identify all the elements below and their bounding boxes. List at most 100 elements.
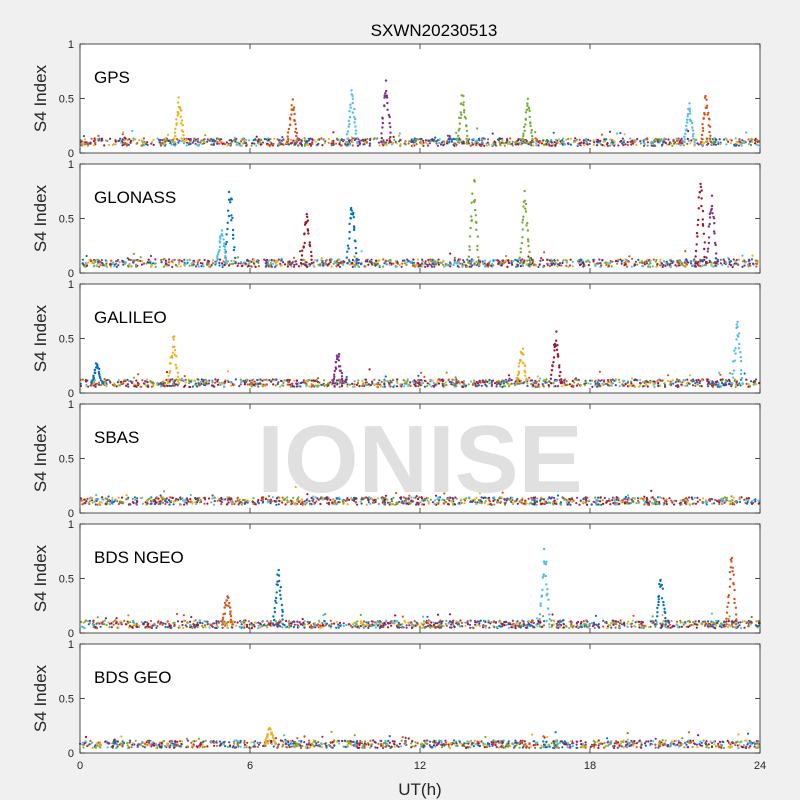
data-point (679, 144, 682, 147)
data-point (542, 143, 546, 146)
data-point (572, 141, 576, 144)
data-point (596, 381, 599, 384)
data-point (596, 385, 599, 388)
data-point (741, 254, 744, 257)
spike-point (98, 367, 101, 371)
data-point (719, 143, 722, 146)
data-point (484, 379, 487, 382)
data-point (582, 263, 585, 266)
data-point (690, 139, 693, 142)
data-point (441, 382, 444, 385)
data-point (252, 384, 255, 387)
data-point (348, 263, 352, 266)
data-point (392, 135, 395, 138)
data-point (638, 381, 642, 385)
spike-point (458, 127, 461, 130)
data-point (194, 496, 197, 500)
data-point (537, 383, 540, 386)
data-point (164, 502, 167, 506)
data-point (97, 498, 100, 501)
data-point (665, 498, 668, 501)
spike-point (306, 219, 310, 222)
data-point (582, 139, 585, 142)
data-point (281, 136, 284, 139)
data-point (528, 502, 531, 505)
data-point (498, 260, 501, 263)
data-point (100, 137, 103, 141)
spike-point (351, 101, 354, 105)
data-point (118, 261, 121, 264)
data-point (417, 138, 420, 141)
spike-point (550, 382, 553, 385)
data-point (177, 262, 181, 265)
spike-point (459, 111, 462, 114)
data-point (684, 384, 687, 387)
data-point (608, 130, 612, 133)
data-point (152, 384, 155, 387)
data-point (689, 142, 692, 145)
data-point (190, 262, 193, 265)
data-point (660, 263, 663, 266)
data-point (351, 141, 354, 144)
data-point (248, 260, 252, 263)
spike-point (524, 118, 528, 121)
data-point (103, 382, 107, 386)
data-point (737, 141, 740, 144)
spike-point (225, 233, 228, 236)
spike-point (331, 382, 335, 385)
data-point (360, 250, 363, 253)
data-point (122, 263, 125, 266)
spike-point (386, 101, 389, 105)
data-point (208, 497, 211, 500)
data-point (262, 383, 265, 386)
data-point (218, 264, 221, 267)
data-point (550, 263, 553, 267)
data-point (89, 142, 92, 145)
spike-point (738, 342, 741, 346)
data-point (645, 496, 648, 499)
data-point (453, 256, 456, 259)
data-point (696, 383, 699, 386)
data-point (404, 140, 407, 144)
data-point (390, 503, 393, 506)
spike-point (707, 236, 711, 239)
data-point (452, 378, 455, 381)
spike-point (684, 132, 687, 136)
data-point (461, 264, 464, 267)
spike-point (293, 112, 296, 116)
data-point (743, 264, 746, 267)
data-point (225, 141, 228, 144)
data-point (424, 139, 427, 142)
data-point (346, 383, 349, 386)
data-point (84, 141, 87, 144)
data-point (712, 265, 715, 268)
data-point (447, 378, 450, 381)
data-point (286, 265, 289, 268)
y-axis-label: S4 Index (31, 304, 50, 372)
data-point (542, 498, 545, 501)
data-point (532, 264, 535, 267)
data-point (263, 137, 266, 141)
data-point (127, 385, 130, 388)
data-point (579, 258, 582, 261)
data-point (586, 143, 589, 146)
spike-point (350, 209, 353, 212)
data-point (298, 143, 301, 146)
data-point (628, 502, 631, 505)
data-point (83, 498, 86, 501)
data-point (200, 378, 203, 381)
data-point (190, 264, 194, 267)
data-point (651, 265, 655, 268)
spike-point (521, 236, 524, 239)
data-point (243, 140, 246, 144)
data-point (194, 138, 198, 141)
data-point (165, 139, 168, 142)
data-point (250, 144, 253, 147)
data-point (548, 259, 552, 262)
spike-point (354, 246, 357, 250)
spike-point (294, 123, 297, 126)
data-point (488, 499, 491, 502)
data-point (410, 139, 413, 142)
data-point (428, 263, 431, 266)
data-point (312, 264, 315, 267)
